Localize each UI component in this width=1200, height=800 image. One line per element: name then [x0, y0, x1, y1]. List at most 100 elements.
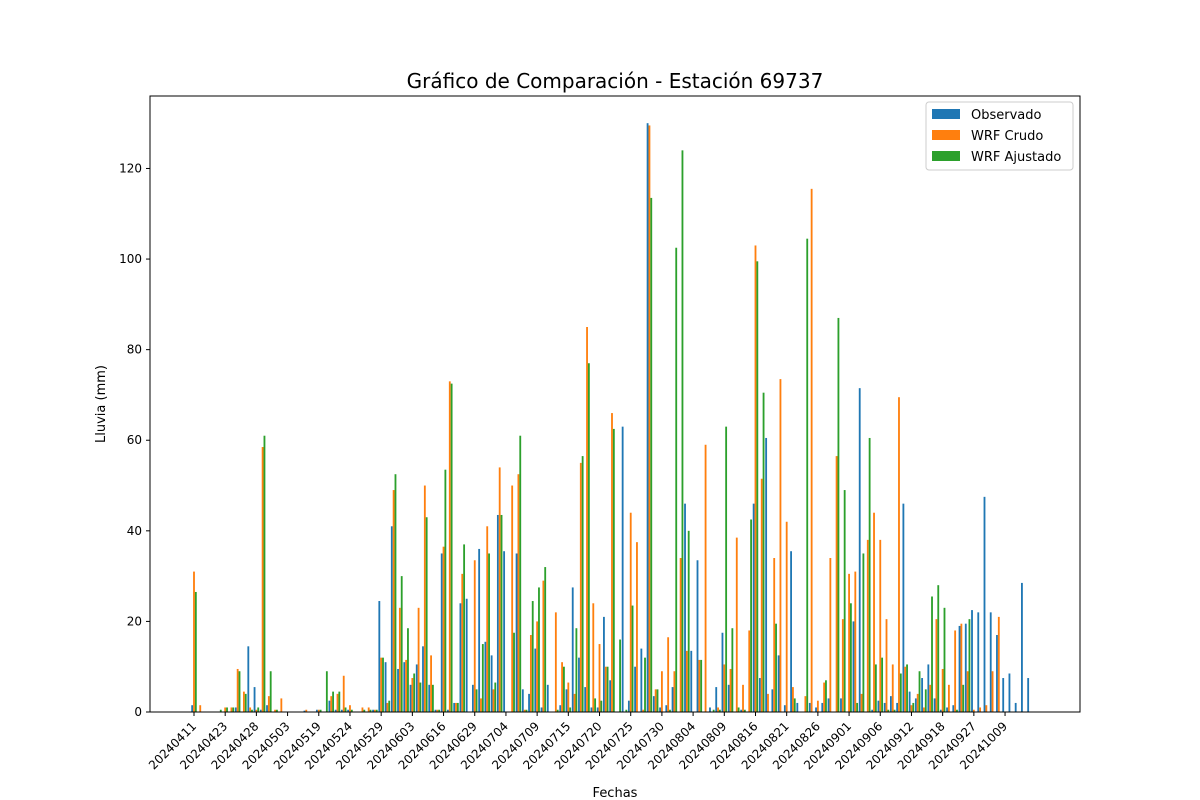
- bar-wrf-crudo-64: [592, 603, 595, 712]
- bar-observado-119: [933, 698, 936, 712]
- bar-wrf-ajustado-81: [700, 659, 703, 712]
- bar-wrf-crudo-42: [455, 702, 457, 712]
- bar-wrf-crudo-45: [473, 560, 476, 712]
- bar-observado-37: [422, 646, 424, 712]
- bar-wrf-crudo-89: [748, 630, 751, 712]
- bar-wrf-ajustado-7: [238, 671, 241, 712]
- bar-observado-112: [889, 696, 892, 712]
- bar-wrf-crudo-61: [573, 693, 576, 712]
- bar-wrf-ajustado-65: [600, 700, 603, 712]
- bar-observado-132: [1014, 702, 1017, 712]
- bar-wrf-crudo-91: [760, 478, 763, 712]
- bar-observado-113: [896, 702, 899, 712]
- bar-wrf-ajustado-63: [587, 363, 590, 712]
- bar-observado-85: [721, 632, 724, 712]
- plot-frame: [149, 95, 1081, 713]
- bar-wrf-ajustado-61: [575, 628, 578, 712]
- bar-wrf-crudo-59: [561, 662, 563, 712]
- bar-observado-22: [328, 700, 331, 712]
- bar-wrf-ajustado-84: [718, 709, 721, 712]
- bar-wrf-ajustado-72: [644, 657, 646, 712]
- bar-observado-55: [534, 648, 537, 712]
- bar-wrf-crudo-0: [193, 571, 195, 712]
- bar-wrf-crudo-103: [835, 456, 838, 712]
- bar-observado-75: [659, 707, 661, 712]
- bar-wrf-ajustado-117: [924, 689, 927, 712]
- bar-wrf-crudo-46: [480, 698, 482, 712]
- bar-observado-115: [908, 691, 911, 712]
- legend-label-2: WRF Ajustado: [971, 150, 1061, 165]
- bar-wrf-ajustado-103: [837, 317, 840, 712]
- bar-wrf-crudo-106: [854, 571, 857, 712]
- bar-wrf-ajustado-52: [519, 435, 522, 712]
- bar-wrf-ajustado-4: [219, 709, 222, 712]
- bar-wrf-ajustado-83: [712, 709, 715, 712]
- bar-observado-40: [440, 553, 443, 712]
- bar-wrf-crudo-74: [654, 689, 657, 712]
- bar-observado-23: [334, 709, 337, 712]
- bar-observado-131: [1008, 673, 1011, 712]
- bar-wrf-crudo-65: [598, 644, 601, 712]
- bar-wrf-ajustado-104: [843, 490, 846, 712]
- bar-observado-102: [827, 698, 830, 712]
- bar-wrf-ajustado-35: [413, 673, 416, 712]
- bar-observado-11: [259, 709, 262, 712]
- bar-wrf-ajustado-113: [899, 673, 902, 712]
- bar-wrf-crudo-56: [542, 580, 545, 712]
- bar-observado-128: [989, 612, 992, 712]
- bar-wrf-crudo-48: [492, 689, 495, 712]
- y-tick-label: 0: [134, 705, 142, 719]
- bar-wrf-ajustado-11: [263, 435, 266, 712]
- bar-wrf-crudo-102: [829, 558, 832, 712]
- bar-observado-127: [983, 496, 986, 712]
- bar-wrf-crudo-18: [305, 709, 308, 712]
- bar-wrf-crudo-81: [698, 659, 701, 712]
- bar-observado-90: [752, 503, 755, 712]
- bar-wrf-ajustado-60: [569, 707, 572, 712]
- bar-wrf-crudo-128: [991, 671, 994, 712]
- bar-wrf-crudo-72: [642, 709, 645, 712]
- bar-wrf-ajustado-34: [407, 628, 409, 712]
- bar-wrf-ajustado-32: [394, 474, 397, 712]
- x-axis: 2024041120240423202404282024050320240519…: [146, 712, 1010, 772]
- bar-wrf-crudo-116: [916, 693, 919, 712]
- bar-wrf-crudo-101: [823, 682, 826, 712]
- bar-wrf-crudo-115: [910, 705, 913, 712]
- bar-observado-72: [640, 648, 643, 712]
- bar-wrf-crudo-78: [679, 558, 682, 712]
- bar-wrf-ajustado-77: [675, 247, 678, 713]
- bar-wrf-ajustado-29: [375, 709, 378, 712]
- bar-wrf-crudo-13: [274, 709, 277, 712]
- bar-wrf-ajustado-62: [581, 456, 584, 712]
- bar-wrf-ajustado-122: [956, 709, 958, 712]
- bar-wrf-crudo-6: [230, 707, 233, 712]
- bar-observado-49: [496, 514, 499, 712]
- bar-wrf-crudo-120: [941, 668, 944, 712]
- bar-observado-116: [914, 698, 917, 712]
- bar-wrf-crudo-114: [904, 666, 907, 712]
- bar-observado-101: [821, 702, 824, 712]
- bar-wrf-crudo-107: [860, 693, 863, 712]
- bar-wrf-crudo-1: [199, 705, 202, 712]
- bar-wrf-ajustado-33: [400, 576, 403, 712]
- bar-wrf-crudo-98: [804, 696, 807, 712]
- bar-wrf-ajustado-30: [382, 657, 384, 712]
- bar-observado-60: [565, 689, 568, 712]
- bar-wrf-crudo-125: [972, 709, 975, 712]
- bar-observado-42: [453, 702, 456, 712]
- bar-wrf-crudo-36: [417, 607, 420, 712]
- bar-wrf-crudo-40: [442, 546, 445, 712]
- bar-wrf-ajustado-55: [538, 587, 540, 712]
- bar-wrf-ajustado-28: [369, 709, 372, 712]
- bar-wrf-crudo-96: [792, 687, 794, 712]
- bar-observado-36: [415, 664, 418, 712]
- bar-wrf-crudo-73: [648, 125, 651, 712]
- bar-wrf-crudo-126: [979, 707, 981, 712]
- bar-wrf-crudo-58: [554, 612, 557, 712]
- bar-wrf-crudo-9: [249, 707, 252, 712]
- bar-wrf-ajustado-6: [232, 707, 235, 712]
- bar-wrf-crudo-77: [673, 671, 676, 712]
- bar-wrf-ajustado-93: [775, 623, 777, 712]
- bar-wrf-crudo-117: [923, 707, 925, 712]
- bar-wrf-crudo-112: [891, 664, 894, 712]
